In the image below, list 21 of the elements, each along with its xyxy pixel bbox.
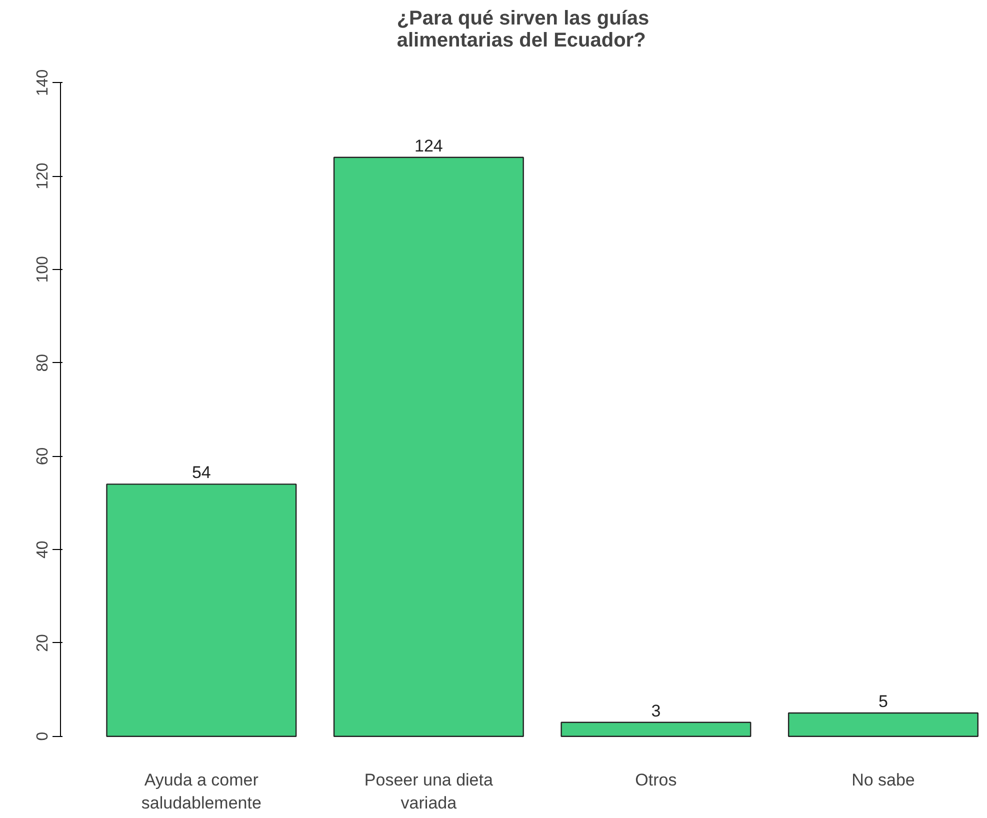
- data-label: 3: [651, 701, 661, 720]
- y-tick-label: 140: [34, 69, 52, 96]
- y-tick-label: 0: [34, 732, 52, 741]
- data-label: 124: [414, 136, 443, 156]
- data-label: 54: [192, 463, 211, 482]
- x-tick-label: Poseer una dieta variada: [364, 770, 494, 812]
- y-tick-label: 80: [34, 354, 52, 372]
- bar: [333, 156, 524, 737]
- bar: [560, 722, 752, 737]
- x-tick-label: Ayuda a comer saludablemente: [141, 770, 262, 812]
- y-tick-label: 20: [34, 634, 52, 652]
- y-tick-label: 100: [34, 256, 52, 283]
- chart-title: ¿Para qué sirven las guías alimentarias del Ecuador?: [396, 8, 650, 52]
- bar: [788, 712, 978, 737]
- x-tick-label: Otros: [635, 770, 677, 790]
- y-tick-label: 60: [34, 447, 52, 466]
- x-tick-label: No sabe: [852, 770, 915, 790]
- y-tick-label: 40: [34, 540, 52, 558]
- data-label: 5: [878, 692, 888, 712]
- y-tick-label: 120: [34, 162, 52, 190]
- bar: [106, 484, 297, 737]
